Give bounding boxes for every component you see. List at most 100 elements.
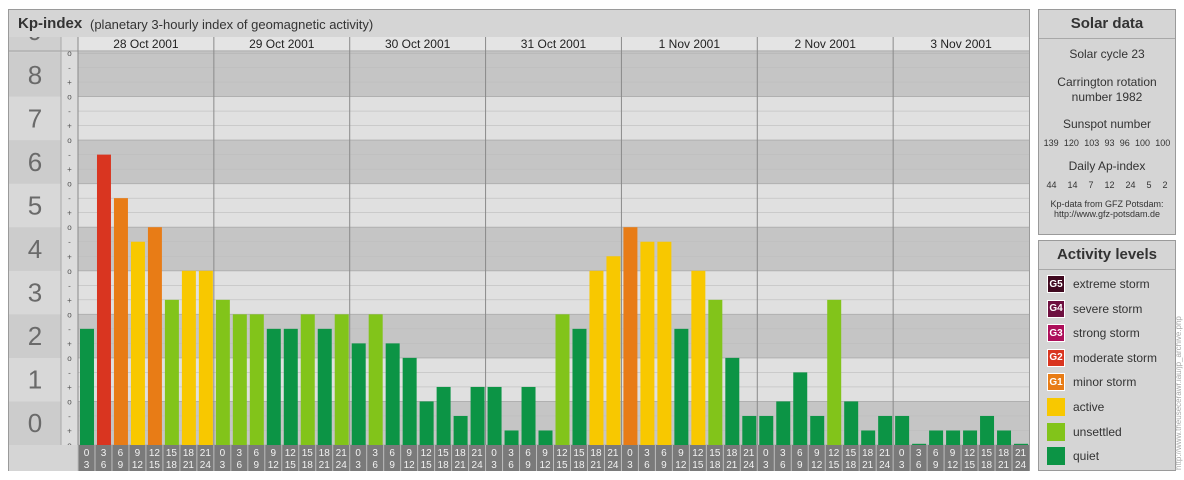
day-label: 3 Nov 2001 bbox=[930, 37, 992, 51]
y-minor-label: o bbox=[67, 136, 72, 145]
hour-start-label: 6 bbox=[661, 448, 667, 459]
hour-start-label: 9 bbox=[406, 448, 412, 459]
hour-end-label: 18 bbox=[166, 460, 178, 471]
carrington-line1: Carrington rotation bbox=[1057, 75, 1157, 89]
day-label: 29 Oct 2001 bbox=[249, 37, 315, 51]
kp-bar bbox=[793, 372, 808, 445]
ap-value: 14 bbox=[1067, 180, 1078, 190]
kp-bar bbox=[96, 154, 111, 445]
axis-band bbox=[9, 357, 61, 402]
hour-end-label: 12 bbox=[539, 460, 551, 471]
ap-value: 24 bbox=[1125, 180, 1136, 190]
hour-end-label: 24 bbox=[743, 460, 755, 471]
y-minor-label: - bbox=[68, 238, 71, 247]
hour-start-label: 9 bbox=[542, 448, 548, 459]
hour-start-label: 0 bbox=[763, 448, 769, 459]
hour-start-label: 3 bbox=[644, 448, 650, 459]
kp-chart-panel: Kp-index (planetary 3-hourly index of ge… bbox=[8, 9, 1030, 471]
kp-bar bbox=[113, 198, 128, 445]
hour-end-label: 9 bbox=[389, 460, 395, 471]
kp-bar bbox=[351, 343, 366, 445]
sunspot-value: 93 bbox=[1104, 138, 1115, 148]
sunspot-value: 120 bbox=[1063, 138, 1079, 148]
kp-bar bbox=[470, 386, 485, 445]
chart-title: Kp-index bbox=[18, 15, 83, 32]
kp-bar bbox=[368, 314, 383, 445]
solar-data-title: Solar data bbox=[1039, 10, 1175, 39]
hour-end-label: 3 bbox=[899, 460, 905, 471]
y-minor-label: - bbox=[68, 107, 71, 116]
legend-label: extreme storm bbox=[1073, 277, 1150, 291]
y-tick-label: 6 bbox=[28, 147, 42, 177]
plot-band bbox=[78, 270, 1029, 315]
hour-end-label: 18 bbox=[438, 460, 450, 471]
hour-start-label: 6 bbox=[933, 448, 939, 459]
kp-bar bbox=[232, 314, 247, 445]
legend-label: severe storm bbox=[1073, 301, 1143, 316]
hour-start-label: 3 bbox=[780, 448, 786, 459]
hour-end-label: 21 bbox=[319, 460, 331, 471]
hour-start-label: 12 bbox=[828, 448, 840, 459]
hour-start-label: 0 bbox=[84, 448, 90, 459]
y-tick-label: 3 bbox=[28, 278, 42, 308]
kp-bar bbox=[844, 401, 859, 445]
source-link[interactable]: http://www.gfz-potsdam.de bbox=[1053, 209, 1161, 219]
hour-end-label: 15 bbox=[692, 460, 704, 471]
ap-value: 2 bbox=[1162, 180, 1168, 190]
kp-bar bbox=[810, 415, 825, 445]
y-minor-label: o bbox=[67, 267, 72, 276]
hour-start-label: 15 bbox=[573, 448, 585, 459]
day-label: 1 Nov 2001 bbox=[659, 37, 721, 51]
legend-swatch: G5 bbox=[1047, 275, 1065, 293]
kp-bar bbox=[283, 328, 298, 445]
hour-end-label: 24 bbox=[336, 460, 348, 471]
kp-bar bbox=[725, 357, 740, 445]
hour-start-label: 12 bbox=[421, 448, 433, 459]
plot-band bbox=[78, 140, 1029, 184]
y-tick-label: 7 bbox=[28, 103, 42, 133]
kp-bar bbox=[80, 328, 94, 445]
hour-end-label: 6 bbox=[780, 460, 786, 471]
kp-bar bbox=[266, 328, 281, 445]
hour-start-label: 6 bbox=[389, 448, 395, 459]
y-tick-label: 5 bbox=[28, 190, 42, 220]
axis-band bbox=[9, 227, 61, 271]
hour-start-label: 12 bbox=[556, 448, 568, 459]
kp-bar bbox=[929, 430, 944, 445]
legend-label: moderate storm bbox=[1073, 350, 1158, 365]
hour-start-label: 0 bbox=[899, 448, 905, 459]
hour-start-label: 18 bbox=[183, 448, 195, 459]
hour-end-label: 15 bbox=[964, 460, 976, 471]
hour-start-label: 12 bbox=[149, 448, 161, 459]
y-minor-column bbox=[61, 37, 78, 445]
plot-band bbox=[78, 96, 1029, 141]
y-minor-label: o bbox=[67, 180, 72, 189]
kp-bar bbox=[504, 430, 519, 445]
hour-start-label: 6 bbox=[525, 448, 531, 459]
hour-start-label: 6 bbox=[254, 448, 260, 459]
plot-band bbox=[78, 53, 1029, 97]
legend-label: minor storm bbox=[1073, 375, 1137, 390]
day-label: 2 Nov 2001 bbox=[795, 37, 857, 51]
kp-bar bbox=[759, 415, 774, 445]
legend-swatch: G4 bbox=[1047, 299, 1065, 318]
axis-band bbox=[9, 140, 61, 184]
kp-bar bbox=[674, 328, 689, 445]
kp-bar bbox=[1014, 443, 1028, 445]
kp-bar bbox=[436, 386, 451, 445]
axis-band bbox=[9, 270, 61, 315]
day-label: 31 Oct 2001 bbox=[521, 37, 587, 51]
hour-start-label: 21 bbox=[743, 448, 755, 459]
title-bar: Kp-index (planetary 3-hourly index of ge… bbox=[9, 10, 1029, 38]
hour-end-label: 6 bbox=[916, 460, 922, 471]
kp-bar bbox=[521, 386, 536, 445]
hour-start-label: 6 bbox=[797, 448, 803, 459]
legend-label: active bbox=[1073, 400, 1105, 414]
legend-label: unsettled bbox=[1073, 424, 1122, 439]
plot-band bbox=[78, 183, 1029, 228]
hour-start-label: 9 bbox=[678, 448, 684, 459]
ap-value: 44 bbox=[1046, 180, 1057, 190]
kp-bar bbox=[453, 415, 468, 445]
y-minor-label: + bbox=[67, 252, 72, 261]
kp-bar bbox=[249, 314, 264, 445]
